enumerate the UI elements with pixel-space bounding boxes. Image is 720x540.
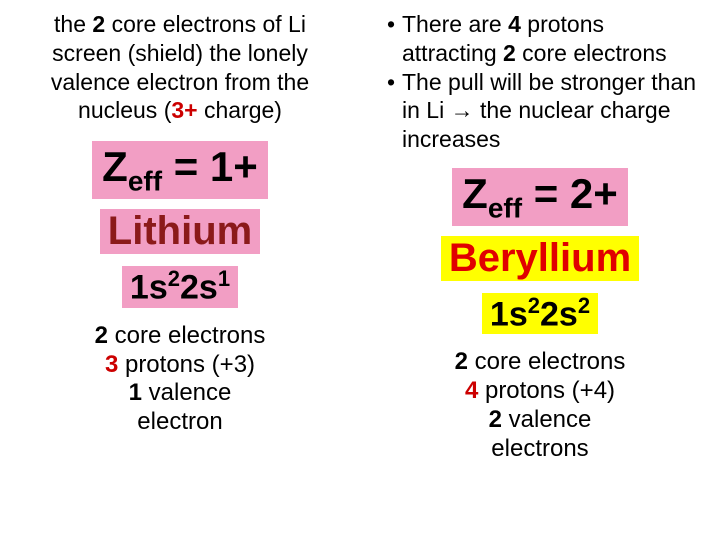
z-sub: eff (128, 165, 162, 196)
cfg-a: 1s (130, 269, 168, 307)
s-txt: core electrons (468, 348, 625, 375)
bullet-dot-icon: • (380, 68, 402, 154)
cfg-a-sup: 2 (528, 293, 540, 318)
left-summary: 2 core electrons 3 protons (+3) 1 valenc… (95, 322, 266, 437)
s-red: 3 (105, 351, 118, 378)
left-intro: the 2 core electrons of Li screen (shiel… (20, 10, 340, 125)
slide-container: the 2 core electrons of Li screen (shiel… (0, 0, 720, 540)
z-rest: = 1+ (162, 143, 258, 190)
right-config: 1s22s2 (482, 293, 598, 334)
txt-bold: 4 (508, 11, 521, 37)
left-column: the 2 core electrons of Li screen (shiel… (0, 0, 360, 540)
s-num: 2 (455, 348, 468, 375)
s-txt: valence (142, 379, 231, 406)
left-config: 1s22s1 (122, 266, 238, 307)
bullet-dot-icon: • (380, 10, 402, 68)
s-txt: electron (137, 408, 222, 435)
arrow-icon: → (451, 97, 474, 123)
right-bullets: • There are 4 protons attracting 2 core … (380, 10, 700, 154)
txt: There are (402, 11, 508, 37)
txt: the (54, 11, 92, 37)
z-rest: = 2+ (522, 170, 618, 217)
txt-red: 3+ (171, 97, 197, 123)
cfg-b: 2s (180, 269, 218, 307)
s-txt: protons (+4) (478, 377, 615, 404)
z-letter: Z (102, 143, 128, 190)
s-txt: valence (502, 406, 591, 433)
txt-bold: 2 (503, 40, 516, 66)
s-red: 4 (465, 377, 478, 404)
txt: core electrons (516, 40, 667, 66)
bullet-2: • The pull will be stronger than in Li →… (380, 68, 700, 154)
z-letter: Z (462, 170, 488, 217)
bullet-1: • There are 4 protons attracting 2 core … (380, 10, 700, 68)
cfg-a: 1s (490, 295, 528, 333)
right-column: • There are 4 protons attracting 2 core … (360, 0, 720, 540)
s-num: 1 (129, 379, 142, 406)
cfg-b-sup: 1 (218, 266, 230, 291)
right-summary: 2 core electrons 4 protons (+4) 2 valenc… (455, 348, 626, 463)
s-txt: core electrons (108, 322, 265, 349)
s-num: 2 (95, 322, 108, 349)
txt-bold: 2 (92, 11, 105, 37)
cfg-a-sup: 2 (168, 266, 180, 291)
z-sub: eff (488, 192, 522, 223)
left-element-name: Lithium (100, 209, 260, 254)
s-txt: protons (+3) (118, 351, 255, 378)
cfg-b-sup: 2 (578, 293, 590, 318)
right-element-name: Beryllium (441, 236, 639, 281)
s-txt: electrons (491, 435, 588, 462)
txt: charge) (198, 97, 282, 123)
left-zeff: Zeff = 1+ (92, 141, 268, 199)
right-zeff: Zeff = 2+ (452, 168, 628, 226)
s-num: 2 (489, 406, 502, 433)
cfg-b: 2s (540, 295, 578, 333)
